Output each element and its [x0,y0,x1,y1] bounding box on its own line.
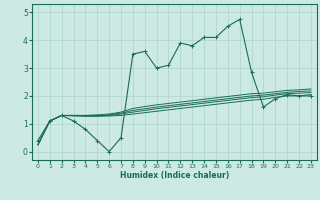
X-axis label: Humidex (Indice chaleur): Humidex (Indice chaleur) [120,171,229,180]
